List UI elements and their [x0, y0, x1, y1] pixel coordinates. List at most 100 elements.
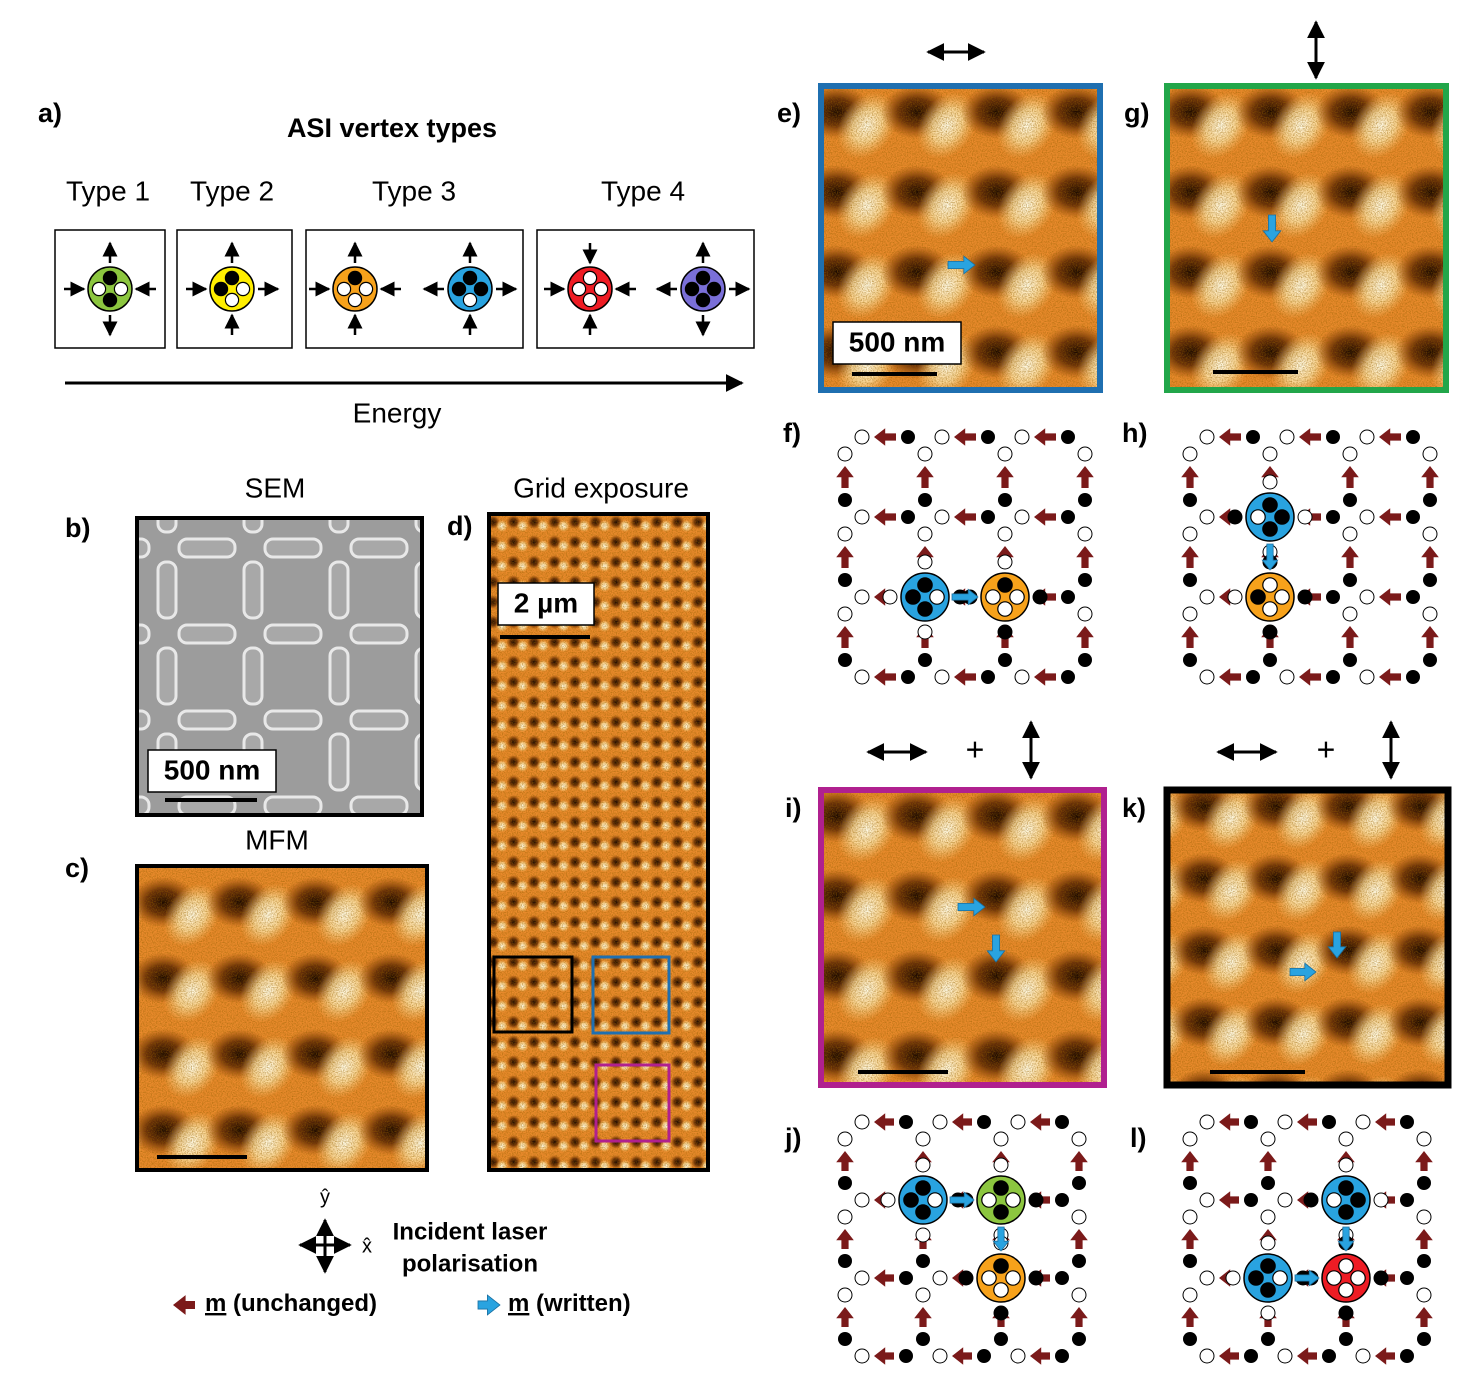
bright-blob: [1258, 1, 1344, 91]
dark-blob: [1041, 405, 1113, 459]
island: [523, 453, 579, 471]
bright-blob: [744, 161, 830, 251]
arrow: [954, 428, 976, 446]
dark-blob: [721, 405, 793, 459]
arrow: [1181, 546, 1199, 568]
dark-blob: [1458, 709, 1483, 760]
vertex-dot: [336, 281, 352, 297]
polarisation-label: polarisation: [402, 1250, 538, 1277]
arrow: [916, 466, 934, 488]
bright-blob: [76, 1177, 157, 1262]
arrow: [1262, 214, 1282, 243]
arrow: [1375, 1347, 1395, 1365]
dark-blob: [721, 325, 793, 379]
arrow: [1070, 1229, 1088, 1249]
dark-blob: [53, 801, 121, 852]
island: [328, 518, 350, 534]
dark-blob: [1475, 5, 1483, 59]
island-end: [915, 1227, 931, 1243]
scale-label: 2 µm: [514, 587, 578, 618]
vertex-dot: [706, 281, 722, 297]
island-end: [1342, 446, 1358, 462]
island-end: [1061, 430, 1075, 444]
bright-blob: [824, 705, 910, 795]
axis-label: Energy: [353, 397, 442, 428]
arrow: [949, 1191, 975, 1209]
vertex-dot: [695, 270, 711, 286]
island-end: [1182, 606, 1198, 622]
island: [328, 732, 350, 792]
bright-blob: [1407, 704, 1483, 789]
dark-blob: [1475, 405, 1483, 459]
arrow: [1337, 1226, 1355, 1252]
image-frame: [594, 1063, 671, 1143]
arrow: [1219, 1191, 1239, 1209]
bright-blob: [1479, 920, 1483, 1005]
plus-sign: +: [1317, 731, 1336, 767]
bright-blob: [744, 865, 830, 955]
image-title: SEM: [245, 472, 306, 503]
type-label: Type 4: [601, 175, 685, 206]
island-end: [1359, 509, 1375, 525]
island-end: [1225, 1270, 1241, 1286]
island: [437, 797, 493, 815]
vertex-dot: [1326, 1192, 1342, 1208]
island-end: [1071, 1131, 1087, 1147]
panel-label: h): [1122, 418, 1147, 448]
dark-blob: [1395, 5, 1467, 59]
island-end: [1417, 1254, 1431, 1268]
dark-blob: [1098, 853, 1166, 904]
island-end: [838, 653, 852, 667]
arrow: [1289, 962, 1317, 982]
island: [263, 623, 323, 645]
bright-blob: [1144, 705, 1230, 795]
vertex-dot: [1272, 1270, 1288, 1286]
island-end: [1261, 1176, 1275, 1190]
vertex-dot: [113, 281, 129, 297]
vertex: [332, 266, 378, 312]
panel-label: b): [65, 513, 90, 543]
island-end: [1078, 653, 1092, 667]
island-end: [1199, 589, 1215, 605]
island-end: [901, 670, 915, 684]
arrow: [874, 1269, 894, 1287]
island-end: [1416, 1287, 1432, 1303]
island-end: [915, 1287, 931, 1303]
island-end: [1338, 1157, 1354, 1173]
bright-blob: [1479, 848, 1483, 933]
island-end: [837, 606, 853, 622]
island: [349, 623, 409, 645]
vertex-dot: [102, 270, 118, 286]
vertex-dot: [903, 1192, 919, 1208]
vertex: [1243, 1253, 1293, 1303]
island-end: [1279, 429, 1295, 445]
dark-blob: [1475, 245, 1483, 299]
vertex-dot: [593, 281, 609, 297]
bright-blob: [1191, 1136, 1272, 1221]
vertex-dot: [1274, 589, 1290, 605]
axis-x: x̂: [362, 1235, 372, 1257]
arrow: [1379, 508, 1401, 526]
island-end: [854, 1192, 870, 1208]
dark-blob: [53, 1105, 121, 1156]
island-end: [1183, 653, 1197, 667]
arrow: [954, 508, 976, 526]
dark-blob: [53, 877, 121, 928]
island-end: [1279, 669, 1295, 685]
bright-blob: [744, 241, 830, 331]
image-frame: [487, 512, 710, 1172]
arrow: [1375, 1113, 1395, 1131]
island-end: [1400, 1271, 1414, 1285]
island: [328, 646, 350, 706]
island: [137, 537, 151, 559]
island-end: [1199, 1192, 1215, 1208]
bright-blob: [1191, 704, 1272, 789]
dark-blob: [53, 1181, 121, 1232]
island-end: [917, 526, 933, 542]
island-end: [837, 1209, 853, 1225]
vertex-dot: [1250, 589, 1266, 605]
island-end: [917, 554, 933, 570]
dark-blob: [1458, 853, 1483, 904]
arrow: [1181, 626, 1199, 648]
